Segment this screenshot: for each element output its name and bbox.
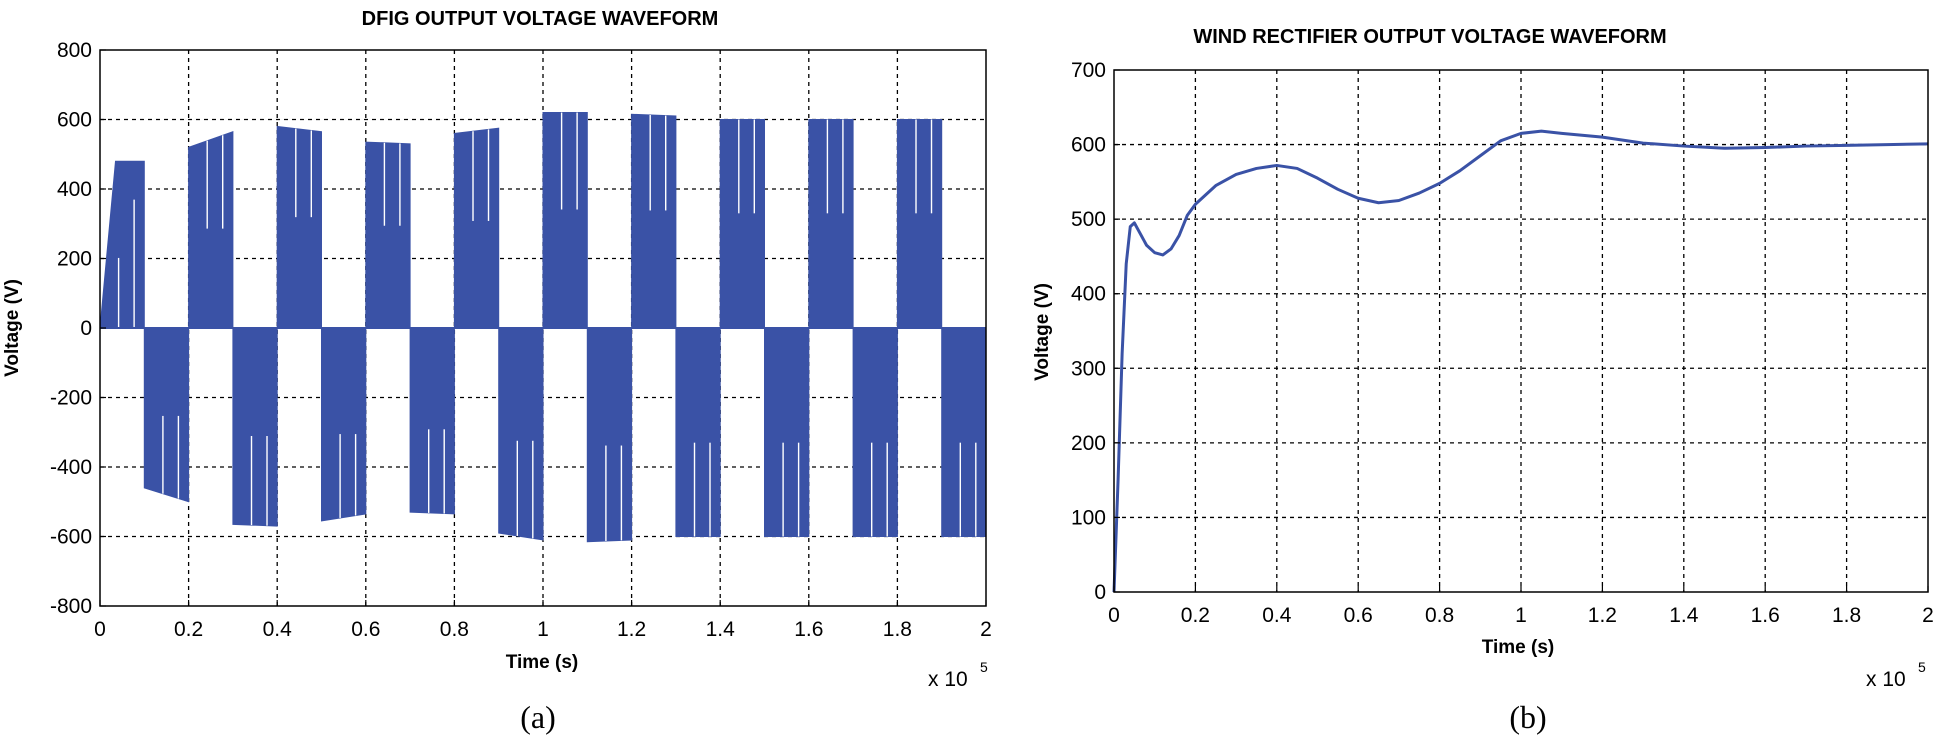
chart-a-x-ticks: 0 0.2 0.4 0.6 0.8 1 1.2 1.4 1.6 1.8 2 [94, 600, 992, 641]
y-tick-label: 0 [80, 317, 92, 340]
y-tick-label: -400 [50, 456, 92, 479]
waveform-segment [498, 327, 544, 541]
x-tick-label: 2 [1922, 604, 1934, 627]
waveform-segment [143, 327, 190, 503]
y-tick-label: -200 [50, 387, 92, 410]
x-tick-label: 0 [94, 618, 106, 641]
y-tick-label: 200 [57, 248, 92, 271]
waveform-segment [453, 127, 500, 329]
waveform-segment [232, 327, 278, 527]
waveform-segment [764, 327, 810, 537]
waveform-segment [631, 113, 677, 329]
x-tick-label: 1 [1515, 604, 1527, 627]
x-tick-label: 0.4 [263, 618, 293, 641]
chart-a: DFIG OUTPUT VOLTAGE WAVEFORM 80060040020… [2, 8, 992, 735]
x-tick-label: 1.2 [1588, 604, 1617, 627]
x-tick-label: 0.8 [1425, 604, 1454, 627]
y-tick-label: 500 [1071, 208, 1106, 231]
waveform-segment [188, 130, 234, 329]
waveform-segment [808, 119, 854, 329]
chart-b-plot-area [1112, 70, 1929, 593]
y-tick-label: 700 [1071, 59, 1106, 82]
waveform-segment [896, 119, 943, 329]
x-tick-label: 0.6 [1344, 604, 1373, 627]
y-tick-label: 400 [57, 178, 92, 201]
x-tick-label: 1.2 [617, 618, 646, 641]
y-tick-label: 0 [1094, 581, 1106, 604]
x-tick-label: 2 [980, 618, 992, 641]
chart-a-y-label: Voltage (V) [2, 279, 23, 377]
x-tick-label: 0.2 [174, 618, 203, 641]
waveform-segment [276, 125, 322, 329]
y-tick-label: -600 [50, 526, 92, 549]
waveform-segment [542, 112, 588, 329]
x-tick-label: 0.4 [1262, 604, 1292, 627]
x-tick-label: 1.6 [1751, 604, 1780, 627]
x-tick-label: 0 [1108, 604, 1120, 627]
x-tick-label: 1.8 [1832, 604, 1861, 627]
y-tick-label: 600 [1071, 134, 1106, 157]
chart-b-y-label: Voltage (V) [1032, 283, 1053, 381]
x-tick-label: 1.4 [1669, 604, 1699, 627]
chart-b-x-multiplier-exponent: 5 [1918, 659, 1926, 675]
waveform-segment [719, 119, 765, 329]
x-tick-label: 0.2 [1181, 604, 1210, 627]
chart-a-caption: (a) [520, 699, 556, 735]
x-tick-label: 1.4 [706, 618, 736, 641]
waveform-segment [586, 327, 633, 543]
y-tick-label: 200 [1071, 432, 1106, 455]
y-tick-label: 600 [57, 109, 92, 132]
chart-b-y-ticks: 700 600 500 400 300 200 100 0 [1071, 59, 1120, 604]
waveform-segment [852, 327, 898, 537]
waveform-segment [941, 327, 987, 537]
x-tick-label: 0.6 [351, 618, 380, 641]
chart-b-x-label: Time (s) [1482, 637, 1555, 658]
chart-a-x-multiplier: x 10 [928, 668, 968, 691]
waveform-segment [365, 141, 411, 329]
waveform-segment [409, 327, 455, 515]
chart-a-x-label: Time (s) [506, 652, 579, 673]
waveform-segment [99, 160, 145, 329]
waveform-segment [675, 327, 721, 537]
chart-a-title: DFIG OUTPUT VOLTAGE WAVEFORM [362, 8, 719, 30]
chart-b-x-ticks: 0 0.2 0.4 0.6 0.8 1 1.2 1.4 1.6 1.8 2 [1108, 586, 1934, 627]
y-tick-label: 100 [1071, 506, 1106, 529]
chart-a-y-ticks: 800 600 400 200 0 -200 -400 -600 -800 [50, 39, 106, 618]
y-tick-label: -800 [50, 595, 92, 618]
chart-b: WIND RECTIFIER OUTPUT VOLTAGE WAVEFORM 7… [1032, 26, 1934, 735]
waveform-segment [321, 327, 367, 522]
y-tick-label: 400 [1071, 283, 1106, 306]
y-tick-label: 300 [1071, 357, 1106, 380]
chart-a-x-multiplier-exponent: 5 [980, 659, 988, 675]
x-tick-label: 1.8 [883, 618, 912, 641]
chart-b-title: WIND RECTIFIER OUTPUT VOLTAGE WAVEFORM [1193, 26, 1666, 48]
x-tick-label: 1 [537, 618, 549, 641]
x-tick-label: 0.8 [440, 618, 469, 641]
x-tick-label: 1.6 [794, 618, 823, 641]
chart-a-plot-area [99, 50, 987, 606]
series-line [1112, 129, 1929, 593]
y-tick-label: 800 [57, 39, 92, 62]
chart-b-caption: (b) [1509, 699, 1546, 735]
chart-b-x-multiplier: x 10 [1866, 668, 1906, 691]
